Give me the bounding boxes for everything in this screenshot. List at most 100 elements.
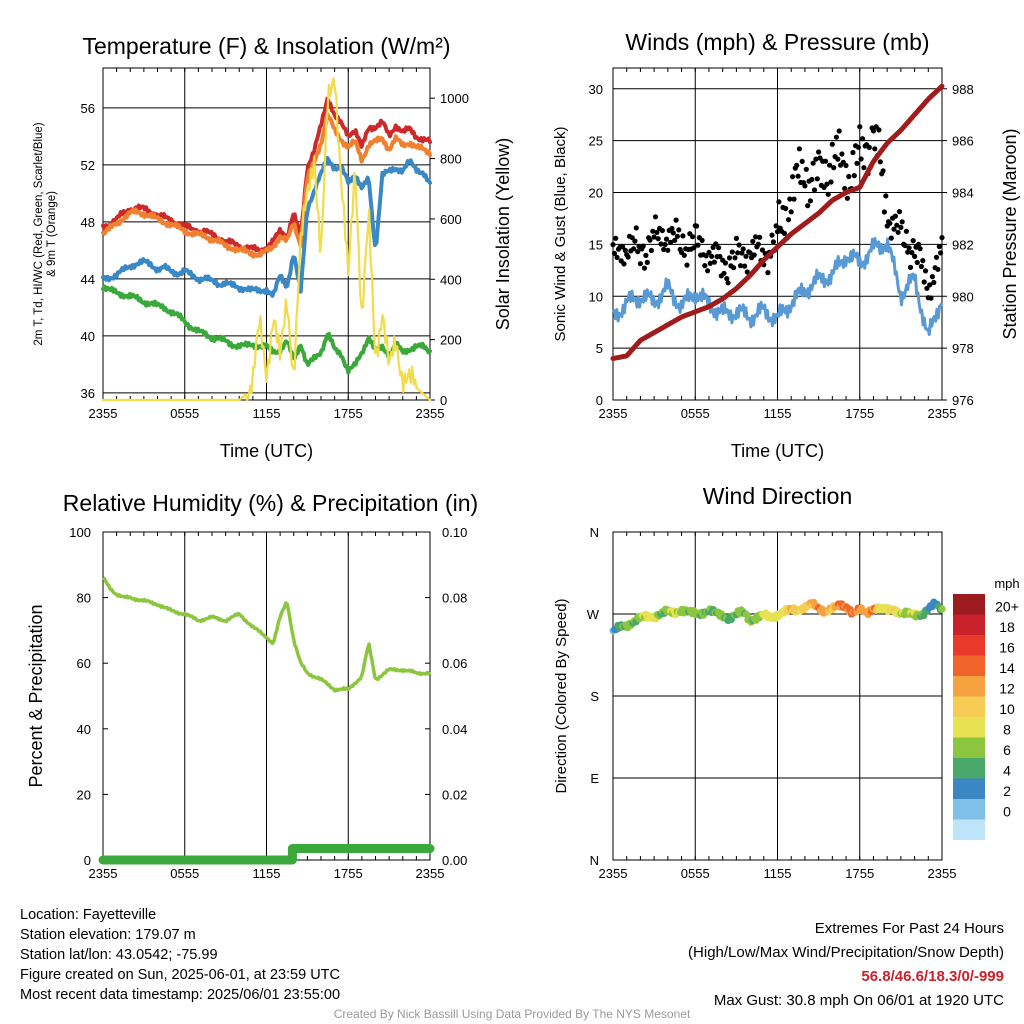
x-tick-label: 2355	[89, 406, 118, 421]
elevation-text: Station elevation: 179.07 m	[20, 927, 196, 943]
x-tick-label: 1155	[764, 406, 792, 421]
colorbar-label: 6	[1003, 742, 1011, 758]
gust-point	[644, 259, 650, 265]
gust-point	[733, 235, 740, 241]
gust-point	[742, 263, 748, 269]
y-axis-label-text: Sonic Wind & Gust (Blue, Black)	[552, 126, 569, 341]
gust-point	[753, 234, 759, 240]
gust-point	[842, 185, 848, 192]
gust-point	[909, 249, 915, 256]
x-axis-label: Time (UTC)	[220, 441, 313, 461]
gust-point	[637, 261, 644, 267]
gust-point	[883, 193, 889, 199]
gust-point	[669, 225, 675, 232]
gust-point	[790, 174, 796, 180]
gust-point	[931, 279, 937, 286]
x-tick-label: 2355	[599, 866, 628, 881]
panel-1: 2355 0555 1155 1755 2355 36 40 44 48 52 56 0 200 400 6…	[33, 33, 513, 461]
direction-points	[609, 598, 946, 635]
y2-axis-label-text: Solar Insolation (Yellow)	[493, 138, 513, 330]
gust-point	[809, 176, 815, 183]
gust-point	[736, 242, 742, 248]
chart-title: Winds (mph) & Pressure (mb)	[625, 29, 929, 55]
gust-point	[825, 191, 831, 197]
y2-tick-label: 0.06	[442, 656, 467, 671]
gust-point	[876, 127, 882, 133]
gust-point	[824, 181, 830, 187]
panel-2: 2355 0555 1155 1755 235505101520253097697898…	[552, 29, 1020, 461]
gust-point	[905, 249, 911, 255]
gust-point	[709, 253, 715, 259]
gust-point	[936, 243, 942, 250]
gust-point	[906, 245, 912, 251]
y2-tick-label: 1000	[440, 91, 469, 106]
y2-axis-label: Station Pressure (Maroon)	[1000, 128, 1020, 339]
gust-point	[757, 234, 763, 240]
gust-point	[765, 270, 771, 276]
gust-point	[912, 253, 918, 259]
gust-point	[744, 269, 750, 275]
x-tick-label: 2355	[928, 866, 957, 881]
gust-point	[785, 217, 792, 223]
gust-point	[751, 252, 757, 258]
gust-point	[836, 128, 842, 134]
gust-point	[632, 238, 638, 244]
gust-point	[795, 173, 801, 179]
y-tick-label: 36	[81, 386, 95, 401]
gust-point	[880, 168, 886, 174]
gust-point	[928, 295, 934, 301]
gust-point	[850, 149, 856, 156]
colorbar-label: 14	[999, 660, 1015, 676]
gust-point	[854, 160, 860, 166]
y2-tick-label: 200	[440, 333, 462, 348]
y-tick-label: E	[590, 771, 599, 786]
y-tick-label: 60	[77, 656, 91, 671]
gust-point	[933, 254, 940, 260]
extremes-block: Extremes For Past 24 Hours (High/Low/Max…	[688, 917, 1004, 1013]
chart-title: Relative Humidity (%) & Precipitation (i…	[63, 490, 478, 516]
y2-tick-label: 984	[952, 186, 974, 201]
y-tick-label: 0	[596, 393, 603, 408]
y2-axis-label-text: Station Pressure (Maroon)	[1000, 128, 1020, 339]
gust-point	[633, 225, 639, 231]
temp-series-5	[101, 77, 432, 402]
gust-point	[713, 241, 719, 247]
colorbar-label: 16	[999, 640, 1015, 656]
gust-point	[672, 237, 678, 243]
wind-series	[612, 236, 944, 336]
gust-point	[726, 255, 733, 261]
station-info: Location: Fayetteville Station elevation…	[20, 905, 340, 1005]
gust-point	[773, 223, 779, 229]
gust-point	[674, 233, 681, 239]
y2-tick-label: 0.08	[442, 591, 467, 606]
gust-point	[732, 255, 738, 261]
chart-title: Wind Direction	[703, 483, 853, 509]
gust-point	[620, 244, 626, 250]
gust-point	[691, 245, 697, 251]
x-tick-label: 2355	[416, 866, 445, 881]
gust-point	[735, 250, 741, 256]
gust-point	[927, 282, 933, 288]
pressure-series	[610, 83, 945, 361]
y-tick-label: 30	[589, 82, 603, 97]
gust-point	[843, 162, 849, 169]
gust-point	[781, 230, 788, 236]
gust-point	[828, 179, 834, 185]
gust-point	[914, 259, 920, 266]
speed-colorbar: mph 20+ 18 16 14 12 10 8 6 4 2 0	[953, 576, 1020, 840]
max-gust-text: Max Gust: 30.8 mph On 06/01 at 1920 UTC	[713, 992, 1004, 1009]
gust-point	[902, 242, 908, 249]
y-tick-label: 44	[81, 272, 95, 287]
y-tick-label: 56	[81, 101, 95, 116]
gust-point	[747, 250, 753, 256]
y2-tick-label: 0.00	[442, 853, 467, 868]
gust-point	[811, 187, 818, 193]
y-tick-label: 5	[596, 341, 603, 356]
gust-point	[689, 234, 696, 240]
colorbar-label: 10	[999, 701, 1015, 717]
y-tick-label: W	[587, 607, 600, 622]
direction-point	[938, 605, 946, 613]
colorbar-swatch	[953, 655, 985, 676]
gust-point	[705, 268, 711, 274]
gust-point	[917, 246, 923, 252]
